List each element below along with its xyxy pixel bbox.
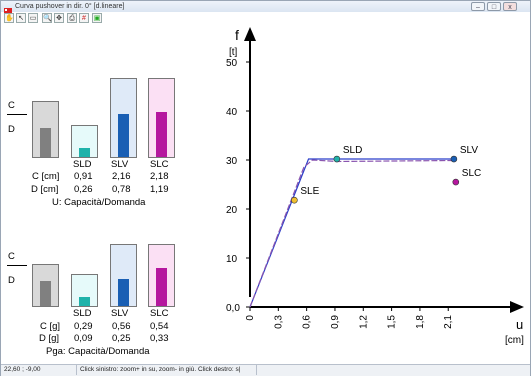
slc-bar [148,78,175,158]
app-icon [4,2,12,14]
sle-point [291,196,298,204]
col-sld: SLD [73,159,92,170]
x-axis-unit: [cm] [505,335,524,346]
ratio-line [7,265,27,266]
c-sld: 0,91 [74,171,93,182]
slv-bar [110,78,137,158]
ratio-denominator: D [8,124,15,135]
d-sld: 0,26 [74,184,93,195]
d-slv: 0,78 [112,184,131,195]
c-slv: 2,16 [112,171,131,182]
y-axis-unit: [t] [229,47,238,58]
close-button[interactable]: x [503,2,517,11]
d-slv: 0,25 [112,333,131,344]
bar-fill [156,268,167,306]
slc-bar [148,244,175,307]
pushover-curve [249,158,454,308]
ratio-numerator: C [8,100,15,111]
hand-icon[interactable]: ✋ [4,13,14,23]
slc-point-label: SLC [462,168,481,179]
y-axis-label: f [235,27,239,43]
row-c-label: C [g] [40,321,61,332]
slc-point [452,178,460,186]
zoom-in-icon[interactable]: 🔍 [42,13,52,23]
sld-point [333,155,341,163]
x-axis-label: u [516,317,523,332]
pga-caption: Pga: Capacità/Domanda [46,346,150,357]
title-bar: Curva pushover in dir. 0° [d.lineare] – … [1,1,530,14]
y-tick-label: 40 [226,107,238,118]
d-slc: 0,33 [150,333,169,344]
y-tick-label: 10 [226,254,238,265]
print-icon[interactable]: ⎙ [67,13,77,23]
row-d-label: D [cm] [31,184,59,195]
grid-icon[interactable]: # [79,13,89,23]
status-bar: 22,60 ; -9,00 Click sinistro: zoom+ in s… [1,364,530,376]
col-slc: SLC [150,308,169,319]
d-sld: 0,09 [74,333,93,344]
sld-point-label: SLD [343,145,362,156]
u-caption: U: Capacità/Domanda [52,197,146,208]
x-tick-label: 1,2 [358,315,369,329]
bar-fill [156,111,167,157]
ratio-denominator: D [8,275,15,286]
c-slc: 0,54 [150,321,169,332]
ratio-line [7,114,27,115]
slv-bar [110,244,137,307]
y-axis-arrow [244,27,256,41]
cursor-icon[interactable]: ↖ [16,13,26,23]
bar-fill [40,280,51,306]
bar-fill [118,114,129,157]
ratio-numerator: C [8,251,15,262]
slv-point-label: SLV [460,145,478,156]
row-c-label: C [cm] [32,171,60,182]
c-sld: 0,29 [74,321,93,332]
x-axis-arrow [510,301,524,313]
x-tick-label: 0,6 [302,315,313,329]
status-hint: Click sinistro: zoom+ in su, zoom- in gi… [77,365,257,375]
col-slv: SLV [111,308,129,319]
y-tick-label: 0,0 [226,303,240,314]
x-tick-label: 2,1 [443,315,454,329]
bar-fill [79,148,90,157]
y-tick-label: 50 [226,58,238,69]
pan-icon[interactable]: ✥ [54,13,64,23]
sld-bar [71,125,98,158]
bar-fill [118,278,129,306]
d-slc: 1,19 [150,184,169,195]
x-tick-label: 0,3 [273,315,284,329]
reference-bar [32,264,59,307]
export-icon[interactable]: ▣ [92,13,102,23]
bar-fill [40,128,51,157]
minimize-button[interactable]: – [471,2,485,11]
col-slc: SLC [150,159,169,170]
coords-readout: 22,60 ; -9,00 [1,365,77,375]
x-tick-label: 0 [245,315,256,321]
sld-bar [71,274,98,307]
pushover-chart[interactable]: f [t] u [cm] 0,0 10 20 30 40 50 0 0,3 0,6 0,9 1,2… [216,23,530,353]
y-tick-label: 20 [226,205,238,216]
sle-point-label: SLE [300,186,319,197]
reference-bar [32,101,59,158]
c-slv: 0,56 [112,321,131,332]
bar-fill [79,297,90,306]
x-tick-label: 1,5 [387,315,398,329]
y-tick-label: 30 [226,156,238,167]
window-title: Curva pushover in dir. 0° [d.lineare] [15,3,125,10]
pushover-curve [249,159,454,308]
zoom-box-icon[interactable]: ▭ [28,13,38,23]
c-slc: 2,18 [150,171,169,182]
slv-point [450,155,458,163]
x-tick-label: 0,9 [330,315,341,329]
x-tick-label: 1,8 [415,315,426,329]
toolbar: ✋ ↖ ▭ 🔍 ✥ ⎙ # ▣ [1,12,530,26]
row-d-label: D [g] [39,333,60,344]
maximize-button[interactable]: □ [487,2,501,11]
col-sld: SLD [73,308,92,319]
col-slv: SLV [111,159,129,170]
